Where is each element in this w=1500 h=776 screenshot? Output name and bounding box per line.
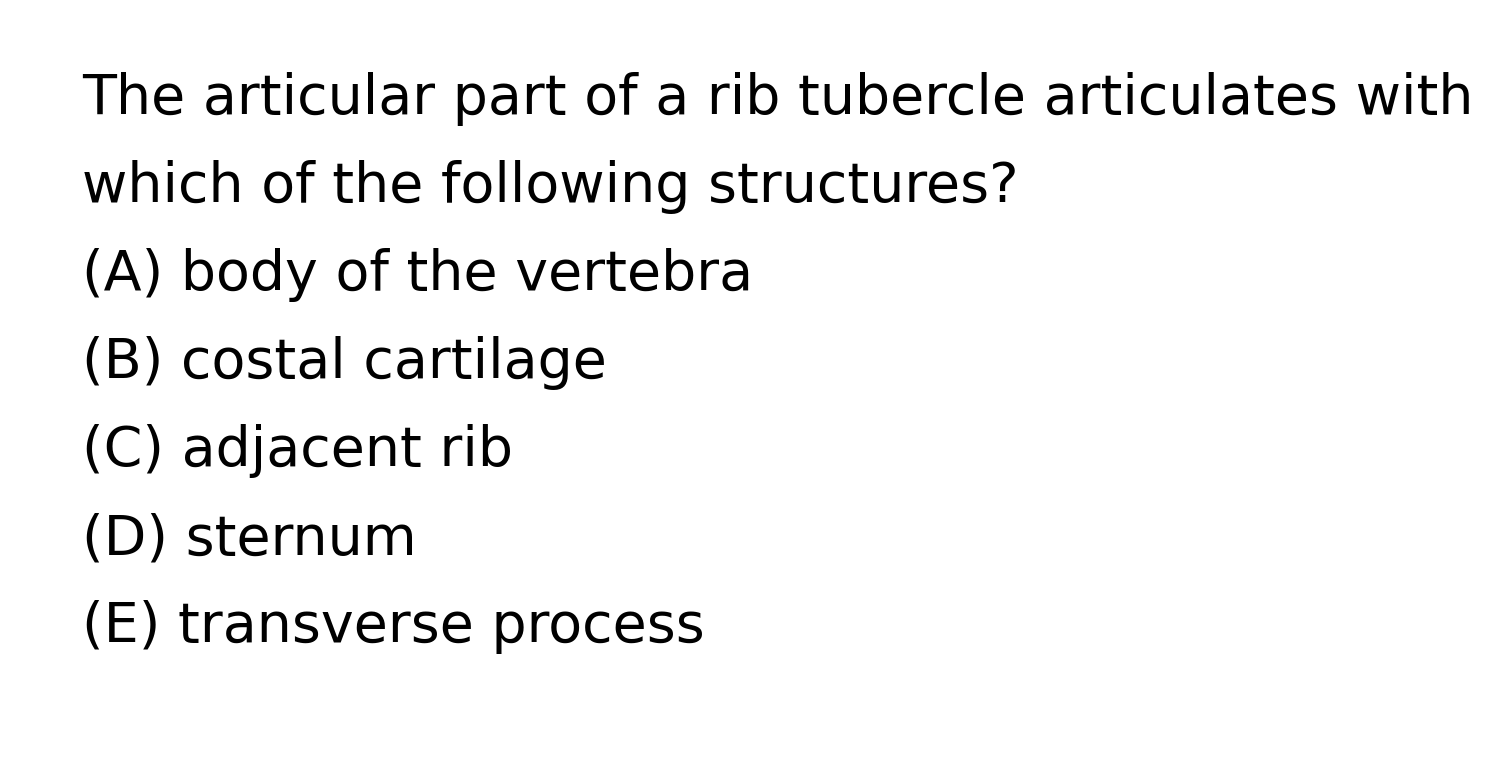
Text: (B) costal cartilage: (B) costal cartilage <box>82 336 608 390</box>
Text: (C) adjacent rib: (C) adjacent rib <box>82 424 513 478</box>
Text: (A) body of the vertebra: (A) body of the vertebra <box>82 248 753 302</box>
Text: The articular part of a rib tubercle articulates with: The articular part of a rib tubercle art… <box>82 72 1473 126</box>
Text: (E) transverse process: (E) transverse process <box>82 600 705 654</box>
Text: which of the following structures?: which of the following structures? <box>82 160 1018 214</box>
Text: (D) sternum: (D) sternum <box>82 512 417 566</box>
